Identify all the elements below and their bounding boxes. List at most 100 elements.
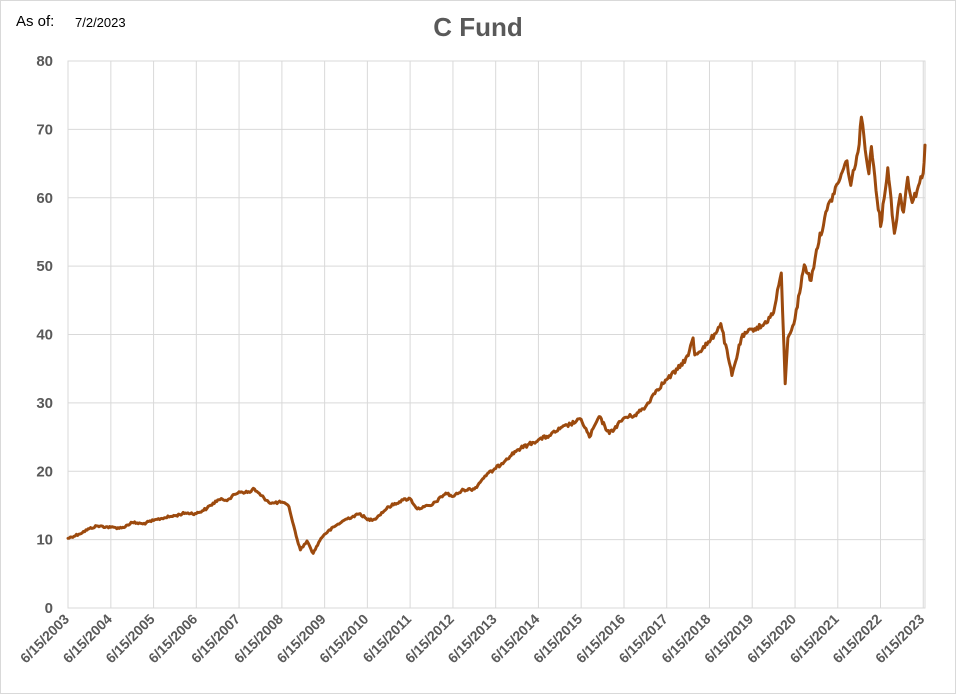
- data-point: [784, 383, 786, 385]
- data-point: [708, 341, 711, 343]
- data-point: [345, 518, 347, 520]
- data-point: [837, 182, 839, 184]
- data-point: [924, 144, 926, 146]
- data-point: [295, 535, 297, 537]
- data-point: [634, 414, 636, 416]
- data-point: [870, 145, 873, 148]
- data-point: [484, 475, 486, 477]
- data-point: [907, 176, 909, 178]
- data-point: [238, 491, 240, 493]
- data-point: [373, 518, 376, 520]
- as-of-label: As of:: [16, 13, 55, 30]
- data-point: [409, 498, 411, 500]
- data-point: [803, 264, 805, 266]
- y-tick-label: 40: [36, 327, 53, 344]
- data-point: [463, 489, 465, 491]
- data-point: [78, 533, 80, 535]
- data-point: [559, 428, 561, 430]
- data-point: [740, 337, 743, 339]
- data-point: [423, 506, 425, 508]
- data-point: [762, 325, 764, 327]
- data-point: [731, 374, 733, 377]
- data-point: [131, 521, 133, 524]
- data-point: [694, 354, 696, 356]
- data-point: [780, 272, 782, 274]
- data-point: [826, 209, 828, 211]
- data-point: [580, 418, 582, 420]
- data-point: [153, 519, 155, 522]
- data-point: [416, 508, 418, 510]
- data-point: [324, 533, 326, 535]
- data-point: [655, 390, 657, 392]
- y-tick-label: 50: [36, 258, 53, 275]
- data-point: [270, 502, 272, 504]
- data-point: [787, 337, 789, 339]
- data-point: [644, 406, 647, 408]
- data-point: [666, 379, 668, 381]
- data-point: [288, 506, 290, 508]
- data-point: [445, 492, 447, 494]
- data-point: [548, 435, 550, 437]
- data-point: [537, 439, 540, 441]
- data-point: [899, 193, 901, 195]
- data-point: [163, 517, 165, 519]
- data-point: [121, 527, 123, 529]
- data-point: [259, 494, 262, 496]
- data-point: [608, 433, 611, 435]
- data-point: [184, 512, 187, 514]
- data-point: [473, 488, 475, 490]
- data-point: [911, 201, 913, 204]
- data-point: [858, 143, 860, 145]
- data-point: [252, 487, 254, 489]
- data-point: [110, 526, 112, 528]
- data-point: [402, 499, 404, 501]
- y-tick-label: 20: [36, 463, 53, 480]
- data-point: [810, 279, 812, 282]
- data-point: [281, 501, 283, 503]
- y-tick-label: 70: [36, 121, 53, 138]
- y-tick-label: 60: [36, 190, 53, 207]
- data-point: [922, 172, 924, 174]
- data-point: [815, 249, 818, 251]
- data-point: [142, 523, 144, 525]
- data-point: [312, 552, 314, 554]
- data-point: [227, 498, 229, 500]
- chart-title: C Fund: [433, 12, 523, 42]
- data-point: [206, 507, 208, 509]
- data-point: [880, 225, 882, 228]
- data-point: [887, 167, 889, 169]
- y-tick-label: 0: [45, 600, 53, 617]
- data-point: [67, 537, 69, 539]
- y-tick-label: 10: [36, 532, 53, 549]
- data-point: [217, 499, 219, 501]
- data-point: [751, 328, 753, 330]
- data-point: [366, 519, 368, 521]
- data-point: [306, 540, 308, 542]
- data-point: [850, 184, 852, 186]
- data-point: [588, 436, 591, 438]
- data-point: [846, 160, 848, 162]
- data-point: [388, 506, 390, 508]
- data-point: [692, 337, 694, 339]
- data-point: [893, 232, 896, 234]
- data-point: [334, 525, 336, 527]
- data-point: [320, 537, 322, 539]
- data-point: [623, 417, 625, 419]
- data-point: [495, 467, 497, 470]
- data-point: [174, 515, 176, 517]
- data-point: [249, 491, 251, 493]
- data-point: [430, 504, 433, 506]
- data-point: [96, 525, 98, 527]
- data-point: [598, 416, 600, 418]
- data-point: [676, 368, 679, 370]
- data-point: [452, 495, 454, 498]
- data-point: [720, 323, 722, 325]
- data-point: [773, 312, 775, 314]
- data-point: [195, 513, 197, 515]
- data-point: [88, 528, 90, 530]
- data-point: [299, 549, 301, 551]
- as-of-date: 7/2/2023: [75, 15, 126, 30]
- data-point: [687, 355, 689, 357]
